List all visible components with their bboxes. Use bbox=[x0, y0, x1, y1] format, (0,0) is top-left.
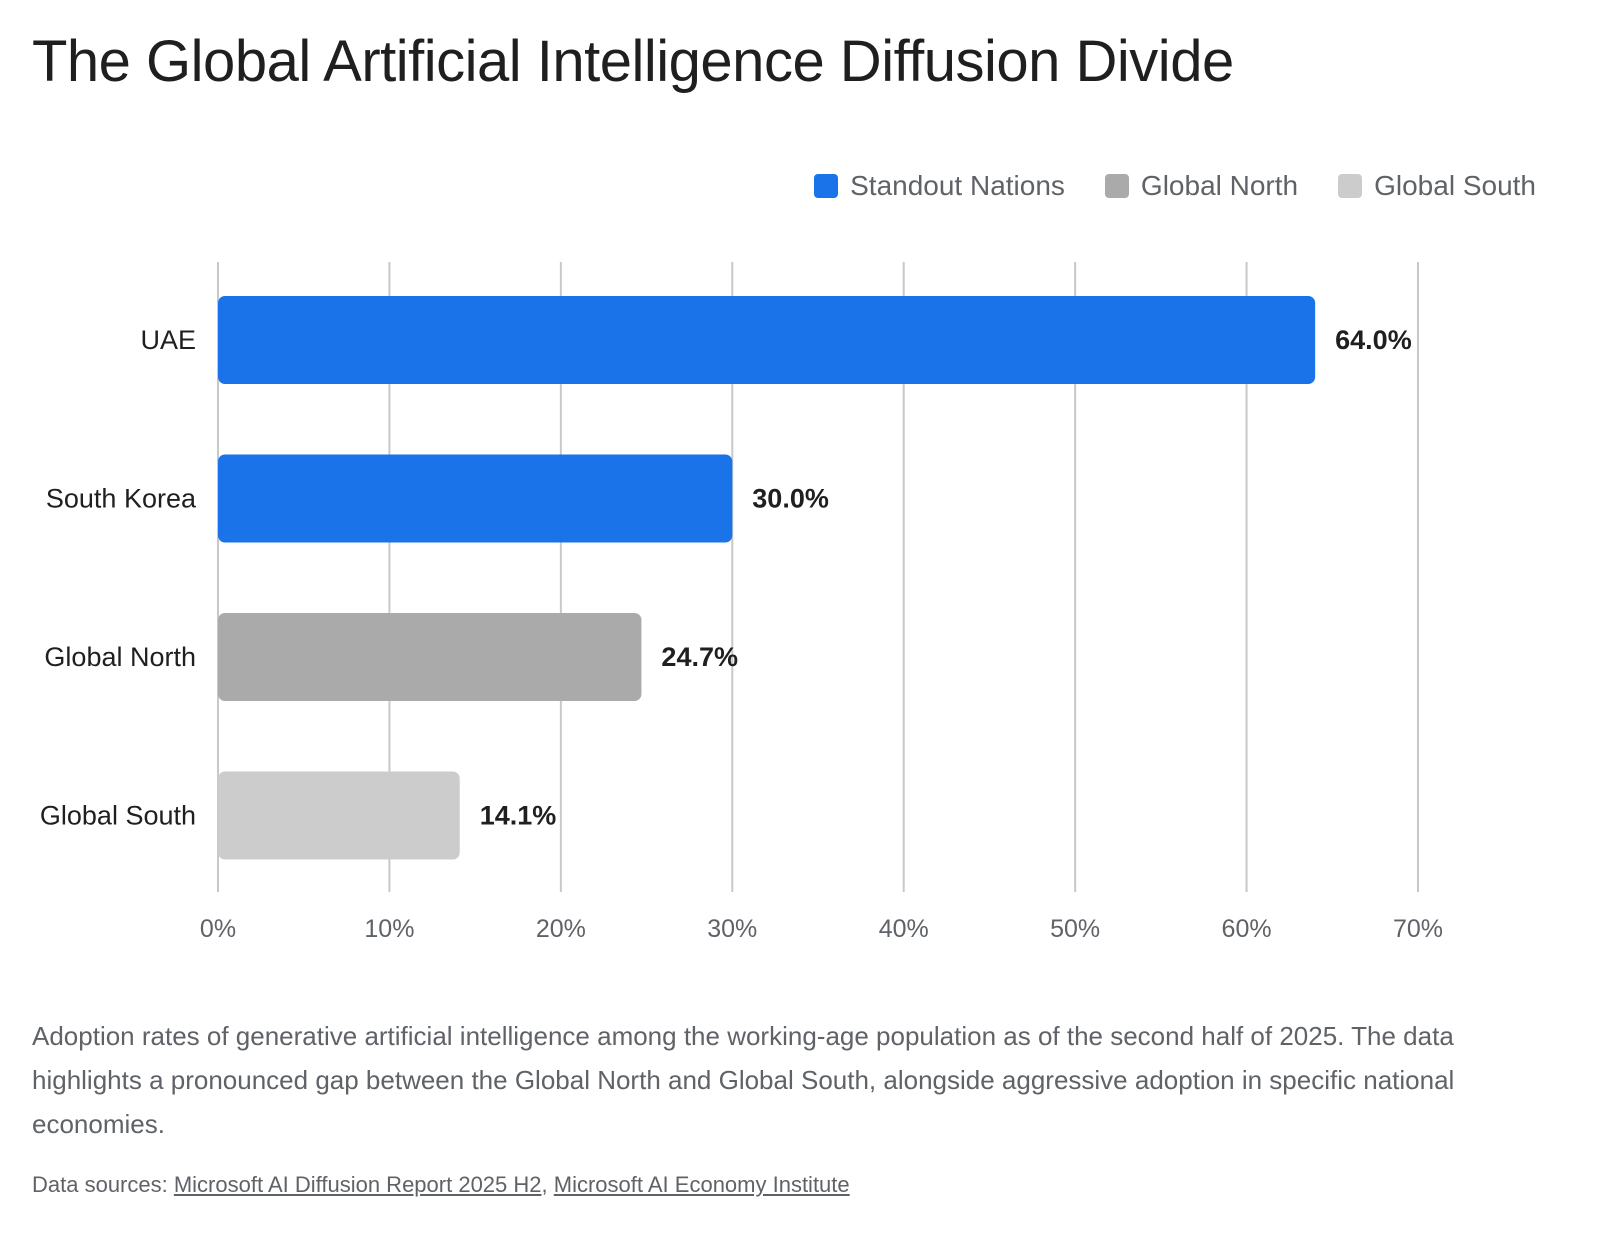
bar-chart: 0% 10% 20% 30% 40% 50% 60% 70% UAE 64.0% South Kor… bbox=[40, 262, 1443, 943]
legend-item-global-south: Global South bbox=[1338, 170, 1536, 202]
x-tick-label: 50% bbox=[1050, 915, 1100, 943]
sources-prefix: Data sources: bbox=[32, 1172, 174, 1197]
x-tick-label: 10% bbox=[364, 915, 414, 943]
x-tick-label: 70% bbox=[1393, 915, 1443, 943]
data-label: 30.0% bbox=[752, 484, 829, 514]
bar bbox=[218, 454, 733, 543]
category-label: Global South bbox=[40, 801, 196, 831]
category-label: Global North bbox=[44, 642, 196, 672]
legend-item-global-north: Global North bbox=[1104, 170, 1299, 202]
category-label: UAE bbox=[140, 325, 196, 355]
source-link-diffusion-report[interactable]: Microsoft AI Diffusion Report 2025 H2 bbox=[173, 1172, 542, 1197]
data-label: 14.1% bbox=[480, 801, 557, 831]
x-tick-label: 60% bbox=[1222, 915, 1272, 943]
sources-separator: , bbox=[541, 1172, 554, 1197]
data-sources: Data sources: Microsoft AI Diffusion Rep… bbox=[32, 1172, 850, 1198]
legend-label-standout-nations: Standout Nations bbox=[850, 170, 1065, 201]
legend-label-global-north: Global North bbox=[1140, 170, 1299, 201]
x-tick-label: 0% bbox=[200, 915, 236, 943]
source-link-economy-institute[interactable]: Microsoft AI Economy Institute bbox=[553, 1172, 850, 1197]
data-label: 64.0% bbox=[1335, 325, 1412, 355]
legend-item-standout-nations: Standout Nations bbox=[814, 170, 1065, 202]
bar bbox=[218, 771, 460, 860]
legend-swatch-global-south bbox=[1338, 174, 1363, 198]
chart-legend: Standout Nations Global North Global Sou… bbox=[814, 170, 1536, 202]
page-title: The Global Artificial Intelligence Diffu… bbox=[32, 29, 1234, 94]
bar bbox=[218, 613, 642, 701]
legend-swatch-global-north bbox=[1104, 174, 1129, 198]
x-tick-label: 40% bbox=[879, 915, 929, 943]
data-label: 24.7% bbox=[661, 642, 738, 672]
legend-swatch-standout-nations bbox=[814, 174, 839, 198]
x-tick-label: 30% bbox=[707, 915, 757, 943]
x-tick-label: 20% bbox=[536, 915, 586, 943]
chart-description: Adoption rates of generative artificial … bbox=[32, 1021, 1455, 1139]
bar bbox=[218, 296, 1316, 384]
legend-label-global-south: Global South bbox=[1374, 170, 1536, 201]
category-label: South Korea bbox=[46, 484, 197, 514]
